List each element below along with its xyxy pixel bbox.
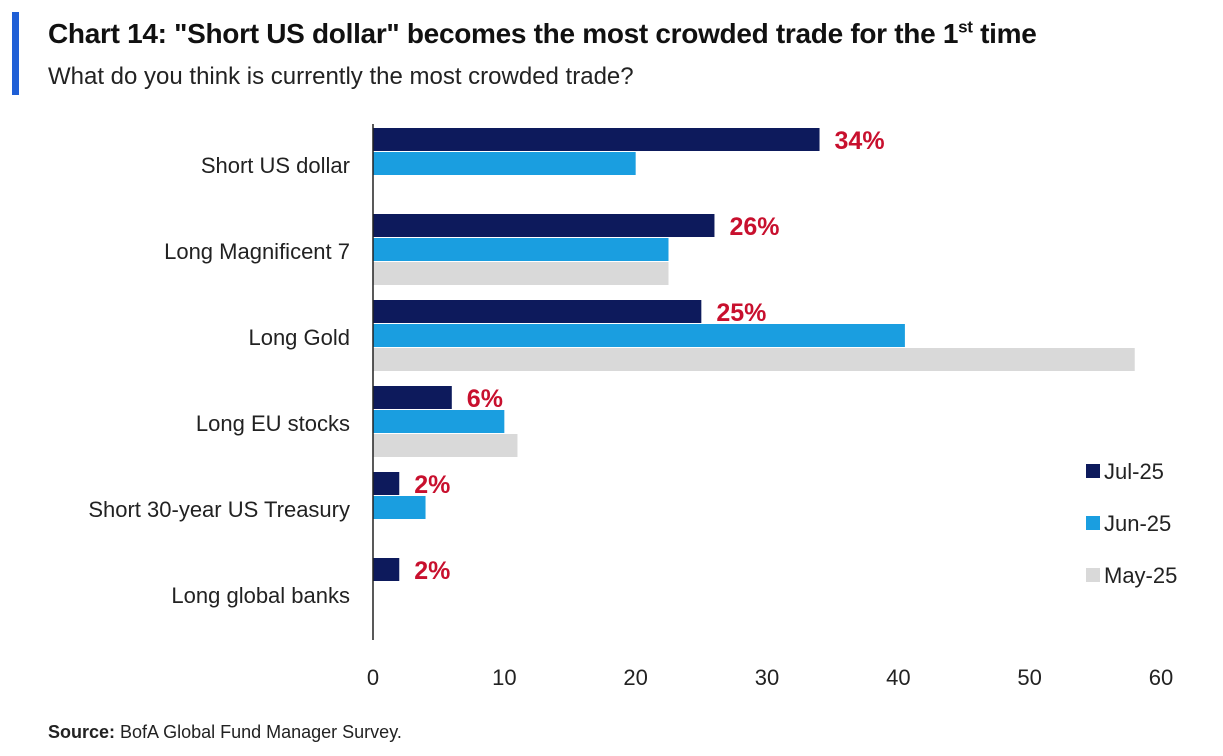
x-tick-label: 10 bbox=[492, 665, 516, 690]
category-label: Long global banks bbox=[171, 583, 350, 608]
category-label: Long EU stocks bbox=[196, 411, 350, 436]
bar-jun-25 bbox=[373, 238, 669, 261]
legend-label: May-25 bbox=[1104, 563, 1177, 588]
data-label: 6% bbox=[467, 385, 503, 413]
data-label: 2% bbox=[414, 471, 450, 499]
bar-jul-25 bbox=[373, 472, 400, 495]
bar-chart: Short US dollar 34% Long Magnificent 7 26% L… bbox=[88, 124, 1177, 690]
x-tick-label: 40 bbox=[886, 665, 910, 690]
bar-jul-25 bbox=[373, 386, 452, 409]
source-text: BofA Global Fund Manager Survey. bbox=[115, 722, 402, 742]
legend-swatch bbox=[1086, 516, 1100, 530]
category-label: Short US dollar bbox=[201, 153, 350, 178]
legend-label: Jul-25 bbox=[1104, 459, 1164, 484]
category-label: Long Gold bbox=[248, 325, 350, 350]
title-accent-bar bbox=[12, 12, 19, 95]
category-label: Short 30-year US Treasury bbox=[88, 497, 350, 522]
chart-title: Chart 14: "Short US dollar" becomes the … bbox=[48, 17, 1037, 49]
legend-swatch bbox=[1086, 568, 1100, 582]
legend-swatch bbox=[1086, 464, 1100, 478]
bar-may-25 bbox=[373, 348, 1135, 371]
data-label: 25% bbox=[716, 299, 766, 327]
x-tick-label: 30 bbox=[755, 665, 779, 690]
x-tick-label: 50 bbox=[1017, 665, 1041, 690]
data-label: 34% bbox=[835, 127, 885, 155]
category-label: Long Magnificent 7 bbox=[164, 239, 350, 264]
bar-jul-25 bbox=[373, 300, 702, 323]
source-note: Source: BofA Global Fund Manager Survey. bbox=[48, 722, 402, 743]
source-label: Source: bbox=[48, 722, 116, 742]
chart-subtitle: What do you think is currently the most … bbox=[48, 63, 634, 90]
bar-jun-25 bbox=[373, 324, 905, 347]
data-label: 2% bbox=[414, 557, 450, 585]
bar-jul-25 bbox=[373, 128, 820, 151]
bar-jun-25 bbox=[373, 496, 426, 519]
x-tick-label: 0 bbox=[367, 665, 379, 690]
x-tick-label: 60 bbox=[1149, 665, 1173, 690]
bar-may-25 bbox=[373, 262, 669, 285]
legend-label: Jun-25 bbox=[1104, 511, 1171, 536]
bar-jun-25 bbox=[373, 410, 505, 433]
x-tick-label: 20 bbox=[623, 665, 647, 690]
bar-jun-25 bbox=[373, 152, 636, 175]
bar-jul-25 bbox=[373, 214, 715, 237]
bar-may-25 bbox=[373, 434, 518, 457]
bar-jul-25 bbox=[373, 558, 400, 581]
data-label: 26% bbox=[729, 213, 779, 241]
